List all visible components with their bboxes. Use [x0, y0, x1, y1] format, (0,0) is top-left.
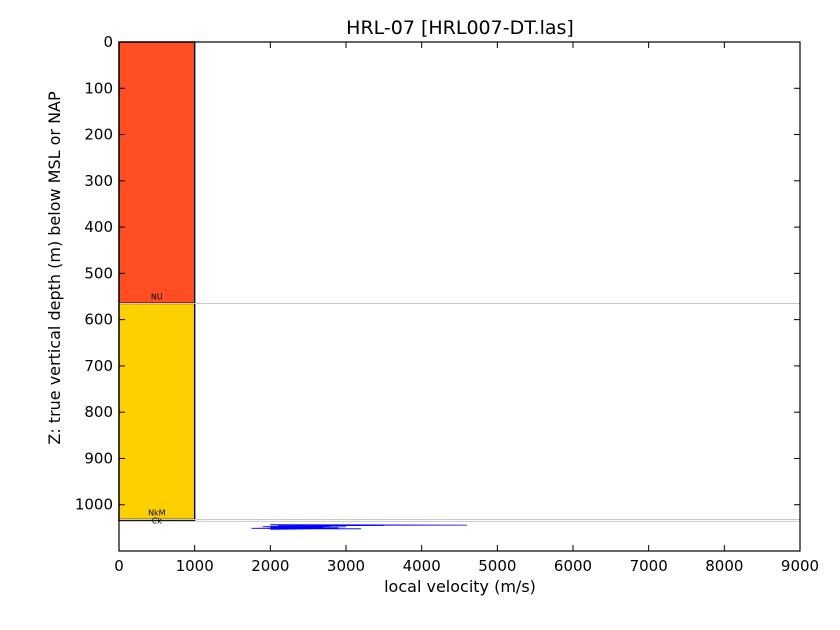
plot-frame — [118, 41, 801, 552]
x-tick-label-1: 1000 — [176, 557, 214, 575]
axes: 0 1000 2000 3000 4000 5000 6000 7000 8000 9000 0 10… — [75, 33, 819, 575]
x-tick-label-7: 7000 — [630, 557, 668, 575]
x-tick-label-6: 6000 — [554, 557, 592, 575]
unit-bar-1 — [118, 302, 196, 521]
chart-title: HRL-07 [HRL007-DT.las] — [346, 17, 574, 39]
x-tick-label-5: 5000 — [478, 557, 516, 575]
velocity-series-0 — [251, 524, 468, 530]
y-tick-label-0: 0 — [103, 33, 113, 51]
x-tick-label-3: 3000 — [327, 557, 365, 575]
unit-bar-0 — [118, 41, 196, 305]
x-tick-label-8: 8000 — [705, 557, 743, 575]
x-tick-label-4: 4000 — [403, 557, 441, 575]
x-axis-label: local velocity (m/s) — [384, 577, 536, 596]
marker-label-0: NU — [151, 292, 163, 301]
marker-label-2: Ck — [152, 516, 163, 525]
y-tick-label-9: 900 — [84, 449, 113, 467]
y-tick-label-7: 700 — [84, 357, 113, 375]
y-tick-label-2: 200 — [84, 126, 113, 144]
marker-label-1: NkM — [148, 509, 166, 518]
y-tick-label-1: 100 — [84, 79, 113, 97]
y-tick-label-6: 600 — [84, 311, 113, 329]
x-tick-label-0: 0 — [114, 557, 124, 575]
y-tick-label-3: 300 — [84, 172, 113, 190]
x-tick-label-9: 9000 — [781, 557, 819, 575]
y-tick-label-8: 800 — [84, 403, 113, 421]
x-tick-label-2: 2000 — [251, 557, 289, 575]
y-tick-label-5: 500 — [84, 264, 113, 282]
y-axis-label: Z: true vertical depth (m) below MSL or … — [45, 91, 64, 445]
y-tick-label-4: 400 — [84, 218, 113, 236]
y-tick-label-10: 1000 — [75, 496, 113, 514]
